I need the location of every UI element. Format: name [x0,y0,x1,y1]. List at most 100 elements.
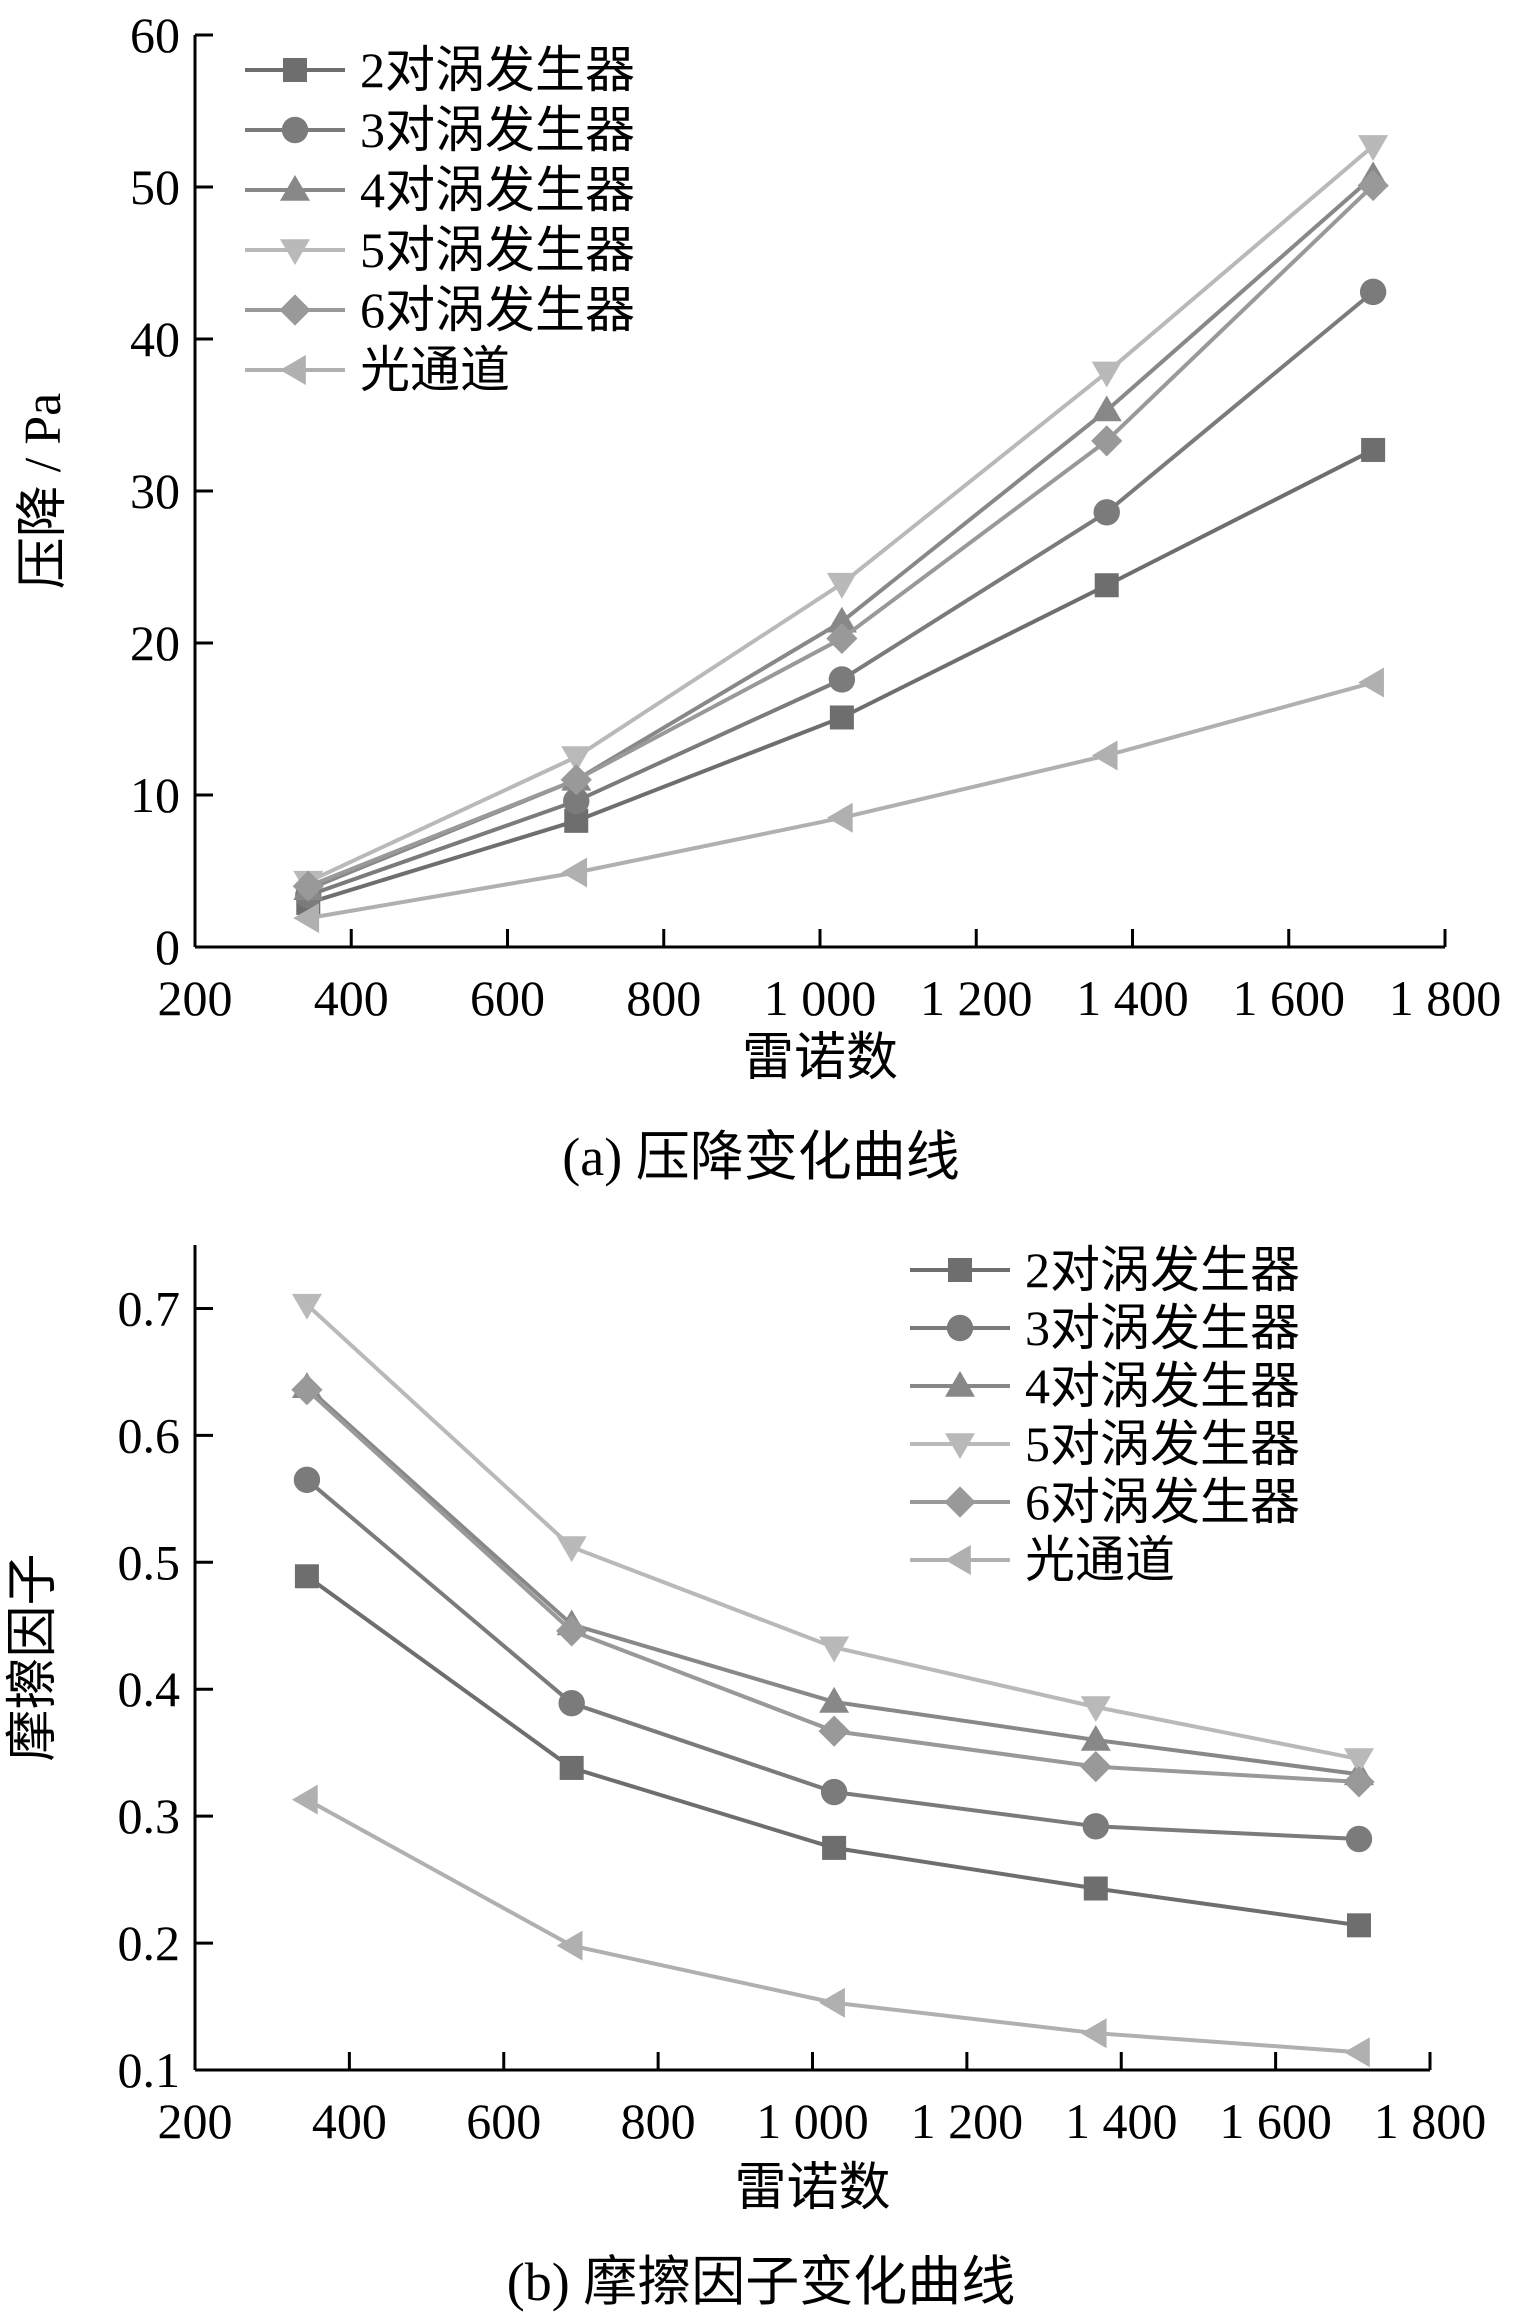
panel-b-series-point-4 [1080,1696,1111,1722]
panel-a-legend-marker [281,116,309,144]
panel-a-x-tick-label: 200 [158,970,233,1026]
panel-a-series-point-4 [1358,135,1389,161]
panel-b-series-point-6 [1343,2037,1370,2068]
panel-b-series-point-5 [1080,1751,1112,1783]
panel-b-series-point-1 [1346,1913,1371,1938]
panel-a-caption: (a) 压降变化曲线 [562,1127,959,1187]
panel-a-legend-marker [283,58,307,82]
panel-b-chart: 200 400 600 800 1 000 1 200 1 400 1 600 1 800 0.1… [5,1242,1486,2312]
panel-a-legend-label: 4对涡发生器 [360,162,635,218]
panel-a-series-point-2 [1359,278,1387,306]
panel-b-series-point-5 [291,1374,323,1406]
panel-b-y-tick-label: 0.5 [118,1534,181,1590]
panel-b-series-point-4 [556,1536,587,1563]
panel-b-x-tick-label: 1 600 [1219,2093,1332,2149]
panel-b-series-point-5 [1343,1766,1375,1798]
panel-a-series-point-2 [563,787,590,815]
panel-b-x-tick-label: 1 400 [1065,2093,1178,2149]
panel-b-series-point-1 [559,1755,584,1780]
panel-a-series-point-5 [560,764,592,796]
panel-a-series-point-4 [561,746,592,772]
panel-a-series-point-5 [1357,169,1389,202]
panel-b-series-point-6 [291,1784,318,1815]
panel-b-legend-marker [945,1433,975,1459]
panel-a-legend-marker [280,175,310,201]
panel-b-y-tick-label: 0.3 [118,1788,181,1844]
panel-a-y-axis-title: 压降 / Pa [15,393,72,589]
panel-b-y-tick-label: 0.6 [118,1407,181,1463]
panel-a-legend-label: 6对涡发生器 [360,282,635,338]
panel-b-series-point-2 [1345,1825,1373,1853]
panel-b-x-tick-label: 800 [621,2093,696,2149]
panel-b-series-point-6 [556,1930,583,1961]
panel-a-x-tick-label: 1 200 [920,970,1033,1026]
panel-a-chart: 200 400 600 800 1 000 1 200 1 400 1 600 1 800 0 10… [15,7,1501,1187]
panel-b-series-point-4 [819,1636,850,1663]
panel-a-series-point-5 [292,870,324,902]
panel-b-legend-label: 6对涡发生器 [1025,1474,1300,1530]
panel-b-x-tick-label: 1 200 [911,2093,1024,2149]
panel-a-y-tick-label: 0 [155,919,180,975]
panel-a-series-point-4 [1091,361,1122,388]
panel-a-series-point-1 [829,705,854,730]
panel-a-y-tick-label: 30 [130,463,180,519]
panel-a-series-point-5 [826,622,858,655]
panel-a-y-tick-label: 50 [130,159,180,215]
panel-a-series-point-2 [1093,499,1120,526]
panel-a-series-point-6 [1091,740,1118,771]
panel-b-series-point-2 [1082,1813,1109,1840]
panel-b-series-point-6 [1080,2018,1107,2049]
panel-a-x-axis-title: 雷诺数 [742,1030,898,1087]
panel-a-series-point-1 [1094,573,1119,598]
panel-b-legend-label: 5对涡发生器 [1025,1416,1300,1472]
panel-a-x-tick-label: 1 600 [1233,970,1346,1026]
panel-b-x-tick-label: 400 [312,2093,387,2149]
panel-a-series-point-6 [826,802,853,833]
panel-b-series-point-5 [818,1715,850,1747]
panel-a-series-point-3 [826,606,857,633]
panel-a-series-point-3 [1091,395,1122,422]
panel-b-y-tick-label: 0.7 [118,1280,181,1336]
panel-b-legend-label: 4对涡发生器 [1025,1358,1300,1414]
panel-a-series-point-6 [293,903,320,934]
panel-b-legend-marker [944,1486,976,1518]
panel-b-series-point-1 [822,1835,847,1860]
panel-b-series-point-2 [820,1778,848,1806]
panel-b-caption: (b) 摩擦因子变化曲线 [507,2252,1015,2312]
panel-b-y-tick-label: 0.4 [118,1661,181,1717]
panel-a-legend-label: 5对涡发生器 [360,222,635,278]
panel-b-series-point-3 [819,1686,850,1713]
panel-a-series-point-1 [1361,437,1386,462]
panel-a-series-point-6 [561,857,588,888]
panel-a-legend-marker [280,355,306,385]
panel-a-series-point-6 [1358,667,1384,698]
panel-b-y-tick-label: 0.2 [118,1915,181,1971]
panel-b-series-point-1 [294,1564,319,1589]
panel-a-legend-marker [280,239,310,265]
panel-b-series-line-1 [305,1574,1360,1928]
panel-a-legend-label: 2对涡发生器 [360,42,635,98]
panel-a-y-tick-label: 40 [130,311,180,367]
panel-b-series-point-4 [1343,1748,1374,1775]
panel-a-series-point-2 [828,666,856,693]
panel-a-legend-marker [279,294,311,326]
panel-a-y-tick-label: 60 [130,7,180,63]
panel-b-legend-label: 3对涡发生器 [1025,1300,1300,1356]
panel-a-legend-label: 3对涡发生器 [360,102,635,158]
panel-a-y-tick-label: 10 [130,767,180,823]
panel-b-series-point-5 [556,1615,588,1647]
panel-b-x-tick-label: 1 000 [756,2093,869,2149]
panel-b-x-tick-label: 600 [466,2093,541,2149]
panel-b-x-axis-title: 雷诺数 [734,2160,890,2217]
panel-b-y-axis-title: 摩擦因子 [5,1553,62,1761]
panel-b-series-point-6 [819,1987,845,2018]
panel-b-legend-marker [948,1258,972,1282]
panel-a-x-tick-label: 400 [314,970,389,1026]
panel-b-legend-marker [945,1371,975,1397]
panel-b-series-point-3 [1080,1725,1111,1751]
panel-a-x-tick-label: 1 400 [1076,970,1189,1026]
panel-a-x-tick-label: 800 [626,970,701,1026]
panel-b-x-tick-label: 1 800 [1374,2093,1487,2149]
panel-b-x-tick-label: 200 [158,2093,233,2149]
